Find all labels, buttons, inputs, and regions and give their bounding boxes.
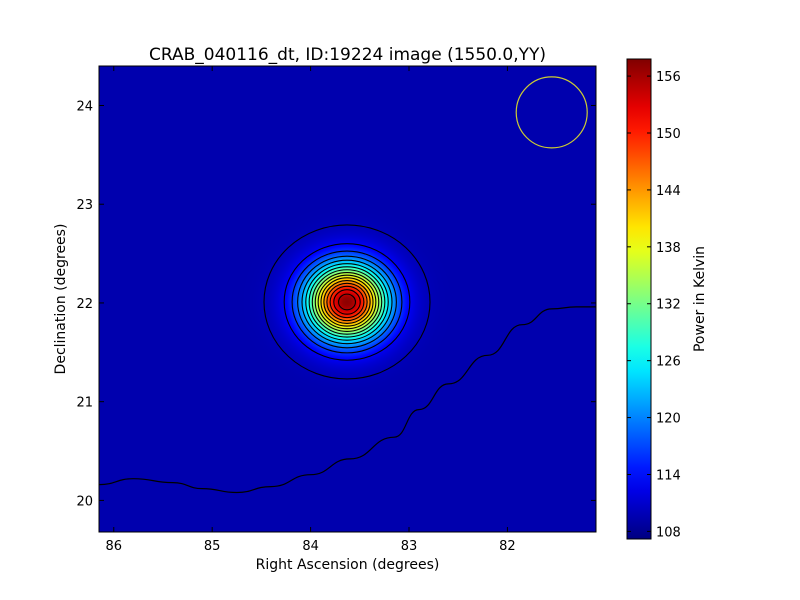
colorbar-tick-label: 156 (656, 70, 681, 85)
y-tick-label: 20 (76, 494, 93, 509)
x-tick-label: 82 (499, 539, 516, 554)
low-level-contour (99, 306, 596, 494)
contour-line (338, 293, 357, 311)
colorbar-tick-label: 126 (656, 355, 681, 370)
colorbar-tick-label: 150 (656, 127, 681, 142)
contour-line (323, 279, 371, 324)
plot-area: 86 85 84 83 82 20 21 22 23 24 (76, 65, 597, 554)
colorbar-label: Power in Kelvin (692, 246, 708, 352)
contour-line (311, 269, 383, 335)
colorbar-tick-label: 132 (656, 298, 681, 313)
y-tick-label: 22 (76, 297, 93, 312)
y-tick-label: 21 (76, 396, 93, 411)
colorbar-tick-label: 108 (656, 525, 681, 540)
plot-frame (98, 65, 597, 533)
x-tick-label: 84 (302, 539, 319, 554)
contour-line (326, 282, 368, 322)
x-tick-label: 86 (105, 539, 122, 554)
source-glow (243, 205, 451, 399)
contour-line (263, 224, 431, 380)
contour-line (317, 274, 377, 330)
contour-line (308, 266, 386, 338)
x-axis-label: Right Ascension (degrees) (256, 557, 440, 573)
contour-line (320, 277, 374, 327)
contour-line (329, 285, 365, 319)
contour-line (291, 250, 403, 354)
chart-title: CRAB_040116_dt, ID:19224 image (1550.0,Y… (149, 45, 546, 65)
colorbar: 108 114 120 126 132 138 144 150 156 (626, 58, 681, 540)
beam-circle (515, 76, 588, 149)
colorbar-tick-label: 114 (656, 468, 681, 483)
colorbar-tick-label: 138 (656, 241, 681, 256)
x-axis-ticks: 86 85 84 83 82 (105, 66, 516, 554)
contour-line (297, 255, 397, 349)
y-axis-label: Declination (degrees) (53, 224, 69, 375)
contour-line (283, 243, 411, 361)
y-tick-label: 23 (76, 198, 93, 213)
x-tick-label: 83 (401, 539, 418, 554)
contour-line (305, 263, 389, 341)
contour-line (314, 271, 380, 332)
y-tick-label: 24 (76, 99, 93, 114)
contour-line (301, 259, 393, 345)
colorbar-strip (626, 58, 652, 540)
contour-lines (263, 224, 431, 380)
colorbar-tick-label: 144 (656, 184, 681, 199)
x-tick-label: 85 (204, 539, 221, 554)
y-axis-ticks: 20 21 22 23 24 (76, 99, 596, 509)
contour-line (333, 289, 361, 315)
colorbar-tick-label: 120 (656, 412, 681, 427)
colorbar-ticks: 108 114 120 126 132 138 144 150 156 (627, 70, 681, 540)
